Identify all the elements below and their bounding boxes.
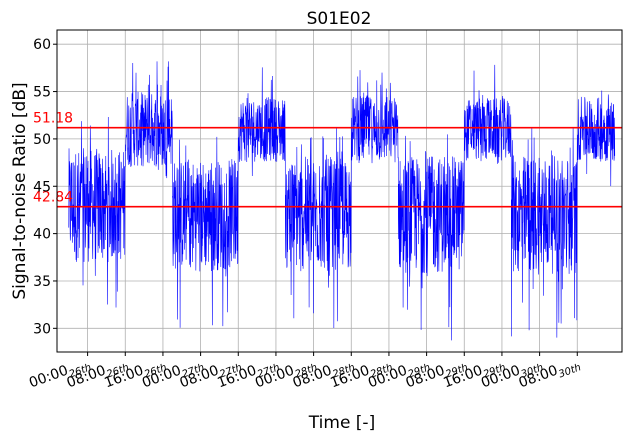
y-tick-label: 35 bbox=[33, 274, 51, 290]
reference-line-label: 42.84 bbox=[33, 190, 73, 206]
x-tick-label: 08:0030th bbox=[517, 355, 583, 395]
plot-frame bbox=[56, 29, 623, 353]
y-tick-label: 50 bbox=[33, 132, 51, 148]
x-axis: 00:0026th08:0026th16:0026th00:0027th08:0… bbox=[27, 352, 583, 395]
y-tick-label: 40 bbox=[33, 227, 51, 243]
reference-lines: 51.18 42.84 bbox=[33, 111, 622, 208]
signal-trace bbox=[68, 61, 616, 341]
snr-series-line bbox=[68, 61, 616, 341]
y-tick-label: 30 bbox=[33, 321, 51, 337]
y-tick-label: 55 bbox=[33, 85, 51, 101]
y-tick-label: 45 bbox=[33, 179, 51, 195]
chart-title: S01E02 bbox=[307, 9, 372, 29]
reference-line-label: 51.18 bbox=[33, 111, 73, 127]
y-tick-label: 60 bbox=[33, 37, 51, 53]
y-axis-label: Signal-to-noise Ratio [dB] bbox=[10, 82, 30, 299]
x-axis-label: Time [-] bbox=[308, 413, 375, 432]
y-axis: 30 35 40 45 50 55 60 bbox=[33, 37, 57, 337]
